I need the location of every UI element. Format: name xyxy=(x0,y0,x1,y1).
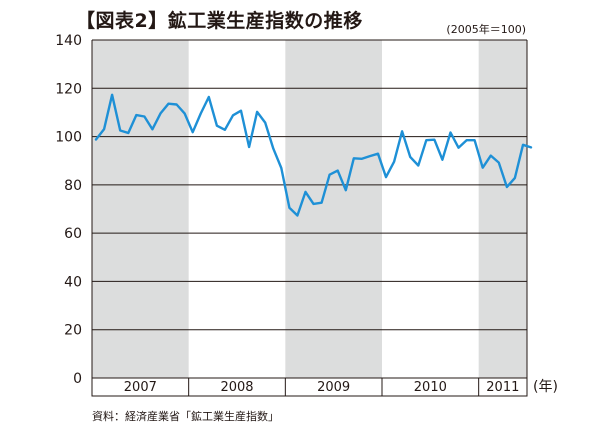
y-tick-120: 120 xyxy=(55,81,82,97)
shade-2007 xyxy=(92,40,189,378)
shade-2009 xyxy=(285,40,382,378)
x-tick-2008: 2008 xyxy=(220,380,253,395)
y-tick-20: 20 xyxy=(64,323,82,339)
y-tick-40: 40 xyxy=(64,274,82,290)
source-note: 資料：経済産業省「鉱工業生産指数」 xyxy=(92,410,279,423)
unit-note: (2005年＝100) xyxy=(446,23,526,36)
gridlines xyxy=(91,39,528,379)
year-shading xyxy=(92,40,527,378)
x-tick-2009: 2009 xyxy=(317,380,350,395)
chart-title: 【図表2】鉱工業生産指数の推移 xyxy=(76,10,363,32)
year-band xyxy=(91,377,528,397)
y-tick-80: 80 xyxy=(64,178,82,194)
y-tick-140: 140 xyxy=(55,33,82,49)
series-layer xyxy=(94,93,533,217)
shade-2011 xyxy=(478,40,527,378)
x-axis-label: (年) xyxy=(533,379,558,395)
x-tick-2010: 2010 xyxy=(414,380,447,395)
y-tick-100: 100 xyxy=(55,130,82,146)
x-axis: 2007 2008 2009 2010 2011 xyxy=(91,377,528,397)
x-tick-2011: 2011 xyxy=(486,380,519,395)
y-tick-60: 60 xyxy=(64,226,82,242)
y-tick-0: 0 xyxy=(73,371,82,387)
series-line-0 xyxy=(94,93,533,217)
y-axis-ticks: 0 20 40 60 80 100 120 140 xyxy=(55,33,82,387)
x-tick-2007: 2007 xyxy=(124,380,157,395)
